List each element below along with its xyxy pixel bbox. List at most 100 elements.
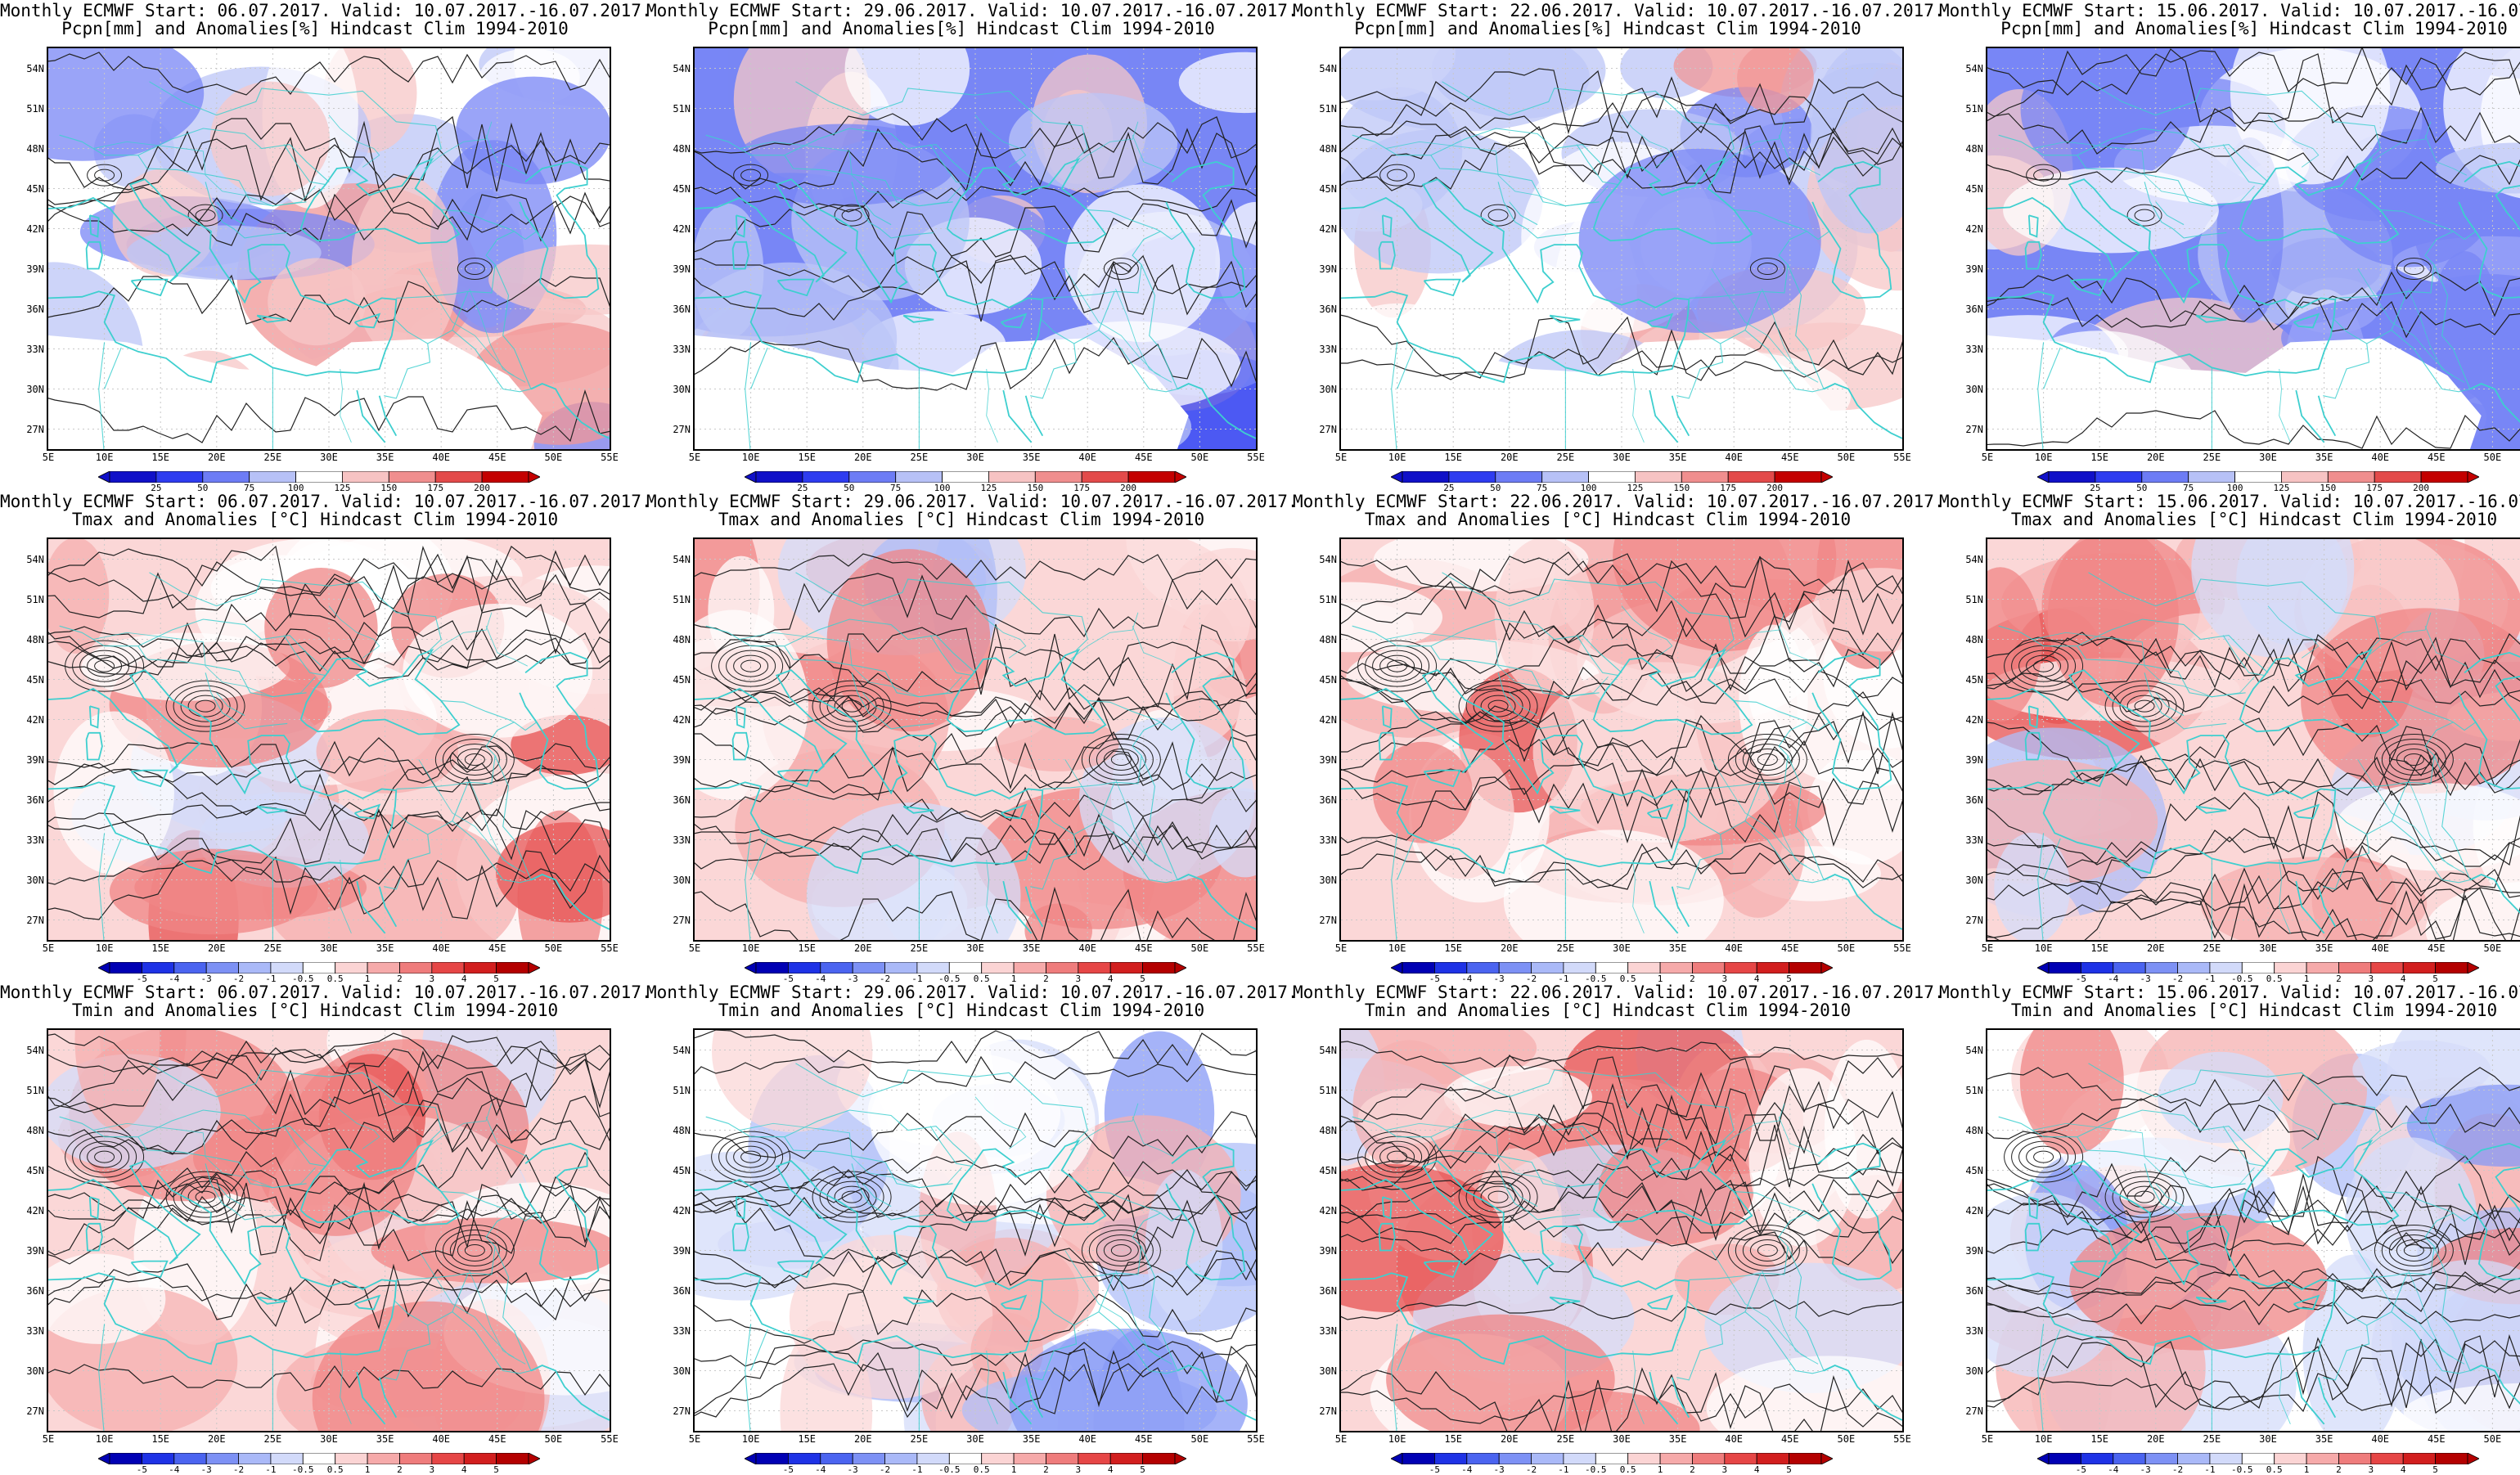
forecast-panel-12: Monthly ECMWF Start: 15.06.2017. Valid: … [1939,982,2520,1473]
colorbar-swatch [389,471,435,483]
longitude-label: 5E [678,452,711,463]
longitude-label: 30E [1605,942,1638,954]
colorbar-swatch [2081,962,2113,974]
colorbar [1391,1453,1833,1464]
colorbar-arrow-right [1821,471,1833,483]
colorbar-swatch [1725,962,1757,974]
colorbar-label: 1 [1648,1464,1672,1475]
longitude-label: 20E [2140,452,2172,463]
latitude-label: 27N [16,915,44,926]
latitude-label: 36N [1309,794,1337,806]
forecast-panel-3: Monthly ECMWF Start: 22.06.2017. Valid: … [1293,0,1923,491]
latitude-label: 51N [663,1085,691,1096]
colorbar-swatch [1082,471,1128,483]
latitude-label: 27N [1309,424,1337,435]
colorbar-label: -3 [1487,1464,1511,1475]
latitude-label: 36N [16,794,44,806]
colorbar [745,1453,1186,1464]
longitude-label: 35E [1662,1433,1694,1445]
latitude-label: 39N [663,263,691,275]
colorbar-swatch [849,471,896,483]
latitude-label: 27N [1955,915,1983,926]
colorbar-swatch [1681,471,1728,483]
longitude-label: 50E [1183,1433,1216,1445]
colorbar-label: 3 [1066,1464,1091,1475]
longitude-label: 50E [2476,942,2509,954]
latitude-label: 33N [1309,1325,1337,1337]
longitude-label: 25E [2195,942,2228,954]
latitude-label: 42N [1309,1205,1337,1216]
latitude-label: 39N [663,1245,691,1257]
latitude-label: 33N [663,834,691,846]
latitude-label: 42N [663,223,691,235]
latitude-label: 39N [1955,1245,1983,1257]
longitude-label: 25E [2195,452,2228,463]
latitude-label: 39N [16,754,44,766]
colorbar-swatch [2113,1453,2145,1464]
longitude-label: 50E [537,942,569,954]
longitude-label: 5E [678,1433,711,1445]
latitude-label: 33N [1955,1325,1983,1337]
latitude-label: 48N [1309,143,1337,155]
panel-title-line2: Pcpn[mm] and Anomalies[%] Hindcast Clim … [0,20,630,38]
longitude-label: 20E [2140,942,2172,954]
latitude-label: 33N [1955,344,1983,355]
colorbar-swatch [400,962,432,974]
colorbar-swatch [2371,962,2403,974]
latitude-label: 30N [663,1365,691,1377]
colorbar-arrow-right [529,962,540,974]
colorbar-label: -2 [227,1464,251,1475]
latitude-label: 39N [1955,263,1983,275]
colorbar-label: 2 [387,1464,412,1475]
colorbar-swatch [788,1453,820,1464]
latitude-label: 27N [663,915,691,926]
longitude-label: 55E [1240,942,1272,954]
longitude-label: 5E [1325,452,1357,463]
latitude-label: 39N [1309,754,1337,766]
colorbar-swatch [2145,1453,2177,1464]
colorbar-swatch [1532,962,1564,974]
forecast-panel-11: Monthly ECMWF Start: 22.06.2017. Valid: … [1293,982,1923,1473]
longitude-label: 40E [425,942,457,954]
colorbar-swatch [2339,1453,2371,1464]
longitude-label: 45E [2420,942,2453,954]
latitude-label: 45N [16,183,44,195]
longitude-label: 50E [2476,452,2509,463]
colorbar-swatch [982,962,1014,974]
colorbar-arrow-right [1821,962,1833,974]
latitude-label: 54N [16,1045,44,1056]
colorbar-label: -1 [1551,1464,1576,1475]
longitude-label: 35E [2308,452,2341,463]
longitude-label: 35E [1015,1433,1048,1445]
longitude-label: 50E [1829,452,1862,463]
latitude-label: 30N [16,384,44,395]
longitude-label: 45E [1774,1433,1807,1445]
colorbar-arrow-right [529,1453,540,1464]
latitude-label: 30N [663,875,691,886]
colorbar-swatch [1725,1453,1757,1464]
longitude-label: 20E [200,452,233,463]
colorbar-swatch [367,1453,399,1464]
longitude-label: 25E [1549,1433,1582,1445]
colorbar-swatch [1728,471,1775,483]
colorbar-swatch [1078,962,1110,974]
latitude-label: 54N [1309,63,1337,74]
colorbar-swatch [1143,962,1175,974]
latitude-label: 39N [16,1245,44,1257]
colorbar-swatch [2275,1453,2306,1464]
latitude-label: 51N [16,1085,44,1096]
colorbar-arrow-left [98,962,110,974]
latitude-label: 33N [1955,834,1983,846]
colorbar-label: -1 [905,1464,929,1475]
longitude-label: 5E [32,452,65,463]
longitude-label: 10E [2027,452,2060,463]
colorbar-swatch [432,962,464,974]
longitude-label: 25E [2195,1433,2228,1445]
colorbar [1391,962,1833,974]
latitude-label: 39N [1309,263,1337,275]
longitude-label: 40E [1071,942,1104,954]
colorbar-swatch [756,1453,788,1464]
colorbar-swatch [482,471,529,483]
anomaly-map [1339,47,1904,451]
longitude-label: 30E [1605,452,1638,463]
